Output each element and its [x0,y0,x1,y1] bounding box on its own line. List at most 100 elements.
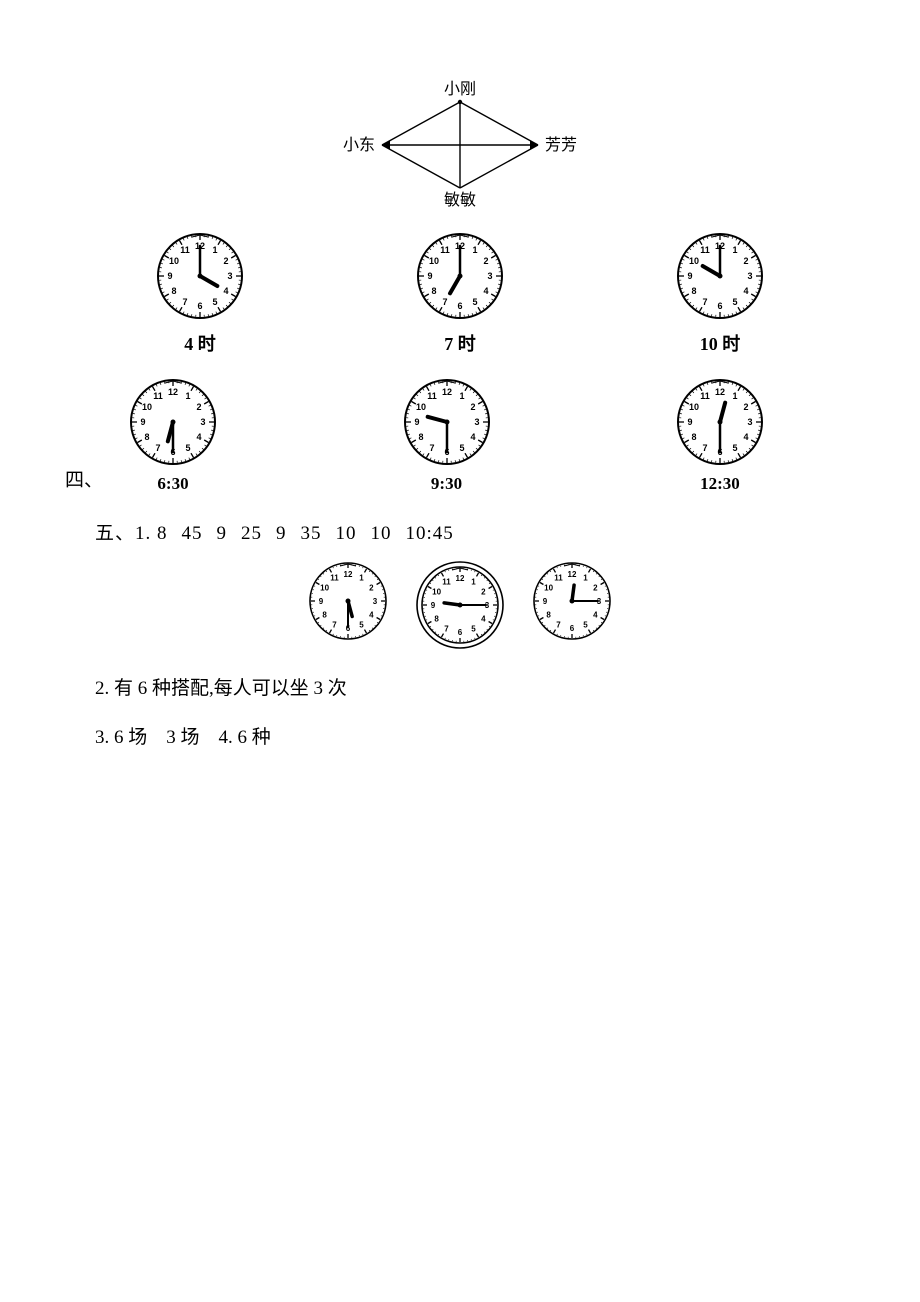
svg-text:10: 10 [416,402,426,412]
clock-face: 123456789101112 [154,230,246,322]
clock-face: 123456789101112 [401,376,493,468]
svg-text:10: 10 [689,256,699,266]
clock-face: 123456789101112 [674,230,766,322]
pairing-svg: 小刚 小东 芳芳 敏敏 [330,80,590,210]
svg-text:9: 9 [687,417,692,427]
svg-text:11: 11 [442,578,451,587]
svg-text:6: 6 [457,301,462,311]
svg-text:3: 3 [747,417,752,427]
svg-text:8: 8 [322,611,327,620]
svg-text:2: 2 [223,256,228,266]
svg-text:4: 4 [223,286,228,296]
clock-label: 10 时 [700,330,741,356]
svg-text:小刚: 小刚 [444,80,476,98]
svg-text:7: 7 [429,443,434,453]
svg-text:11: 11 [700,245,710,255]
svg-text:1: 1 [583,574,588,583]
svg-text:10: 10 [432,588,441,597]
svg-text:11: 11 [700,391,710,401]
svg-text:6: 6 [458,628,463,637]
pairing-diagram: 小刚 小东 芳芳 敏敏 [330,80,590,210]
svg-text:8: 8 [434,615,439,624]
svg-text:4: 4 [483,286,488,296]
svg-text:2: 2 [196,402,201,412]
svg-text:2: 2 [481,588,486,597]
clock-face: 123456789101112 [127,376,219,468]
svg-text:9: 9 [543,597,548,606]
svg-text:9: 9 [427,271,432,281]
svg-text:3: 3 [227,271,232,281]
svg-text:11: 11 [440,245,450,255]
svg-text:7: 7 [182,297,187,307]
small-clock: 123456789101112 [530,559,614,651]
svg-text:3: 3 [474,417,479,427]
clock-cell: 123456789101112 9:30 [377,376,517,494]
svg-text:11: 11 [330,574,339,583]
svg-text:10: 10 [689,402,699,412]
svg-text:7: 7 [444,624,449,633]
svg-text:8: 8 [546,611,551,620]
svg-text:10: 10 [320,584,329,593]
svg-text:1: 1 [359,574,364,583]
svg-text:6: 6 [717,301,722,311]
page-content: 小刚 小东 芳芳 敏敏 123456789101112 4 时 [0,0,920,789]
svg-text:5: 5 [583,620,588,629]
svg-text:5: 5 [459,443,464,453]
svg-text:芳芳: 芳芳 [545,136,577,154]
answer-line-2: 2. 有 6 种搭配,每人可以坐 3 次 [95,673,825,700]
clock-label: 6:30 [157,474,188,494]
svg-text:2: 2 [483,256,488,266]
svg-text:2: 2 [593,584,598,593]
svg-text:11: 11 [153,391,163,401]
clock-cell: 123456789101112 7 时 [390,230,530,356]
svg-text:11: 11 [180,245,190,255]
svg-text:小东: 小东 [343,136,375,154]
svg-text:1: 1 [212,245,217,255]
small-clock-row: 123456789101112 123456789101112 12345678… [95,559,825,651]
svg-text:3: 3 [747,271,752,281]
svg-text:5: 5 [186,443,191,453]
svg-text:6: 6 [197,301,202,311]
clock-face: 123456789101112 [674,376,766,468]
svg-text:7: 7 [156,443,161,453]
svg-text:12: 12 [441,387,451,397]
clock-cell: 123456789101112 12:30 [650,376,790,494]
svg-text:7: 7 [702,443,707,453]
svg-text:1: 1 [732,391,737,401]
svg-text:5: 5 [472,297,477,307]
svg-text:2: 2 [743,256,748,266]
clock-label: 4 时 [184,330,216,356]
svg-text:5: 5 [732,297,737,307]
clock-cell: 123456789101112 10 时 [650,230,790,356]
svg-text:12: 12 [168,387,178,397]
svg-text:7: 7 [702,297,707,307]
svg-text:12: 12 [344,570,353,579]
svg-text:8: 8 [418,432,423,442]
section-four-prefix: 四、 [65,465,103,494]
svg-text:9: 9 [141,417,146,427]
svg-text:9: 9 [687,271,692,281]
clock-label: 12:30 [700,474,740,494]
svg-text:1: 1 [472,245,477,255]
svg-text:11: 11 [554,574,563,583]
svg-text:5: 5 [212,297,217,307]
answer-line-3: 3. 6 场 3 场 4. 6 种 [95,722,825,749]
answer-five-values: 845925935101010:45 [157,523,468,544]
svg-text:3: 3 [373,597,378,606]
clock-label: 7 时 [444,330,476,356]
svg-text:2: 2 [470,402,475,412]
svg-text:4: 4 [743,286,748,296]
svg-text:4: 4 [743,432,748,442]
svg-text:2: 2 [369,584,374,593]
svg-text:1: 1 [471,578,476,587]
svg-text:4: 4 [593,611,598,620]
small-clock: 123456789101112 [306,559,390,651]
svg-text:5: 5 [359,620,364,629]
small-clock: 123456789101112 [414,559,506,651]
svg-text:6: 6 [570,624,575,633]
svg-text:5: 5 [471,624,476,633]
svg-text:12: 12 [568,570,577,579]
svg-text:7: 7 [442,297,447,307]
svg-text:5: 5 [732,443,737,453]
clock-label: 9:30 [431,474,462,494]
